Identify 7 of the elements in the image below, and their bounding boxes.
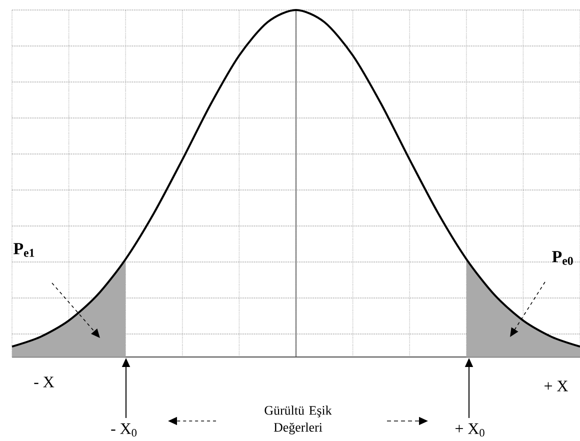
text: + X$_{0}$ xyxy=(456,423,484,437)
text: - X xyxy=(34,376,54,388)
text: Gürültü Eşik Değerleri xyxy=(264,406,332,434)
annotation: P$_{e0}$ xyxy=(552,251,573,265)
annotation: P$_{e1}$ xyxy=(14,243,34,257)
text: - X$_{0}$ xyxy=(111,423,137,437)
text: + X xyxy=(544,380,568,392)
